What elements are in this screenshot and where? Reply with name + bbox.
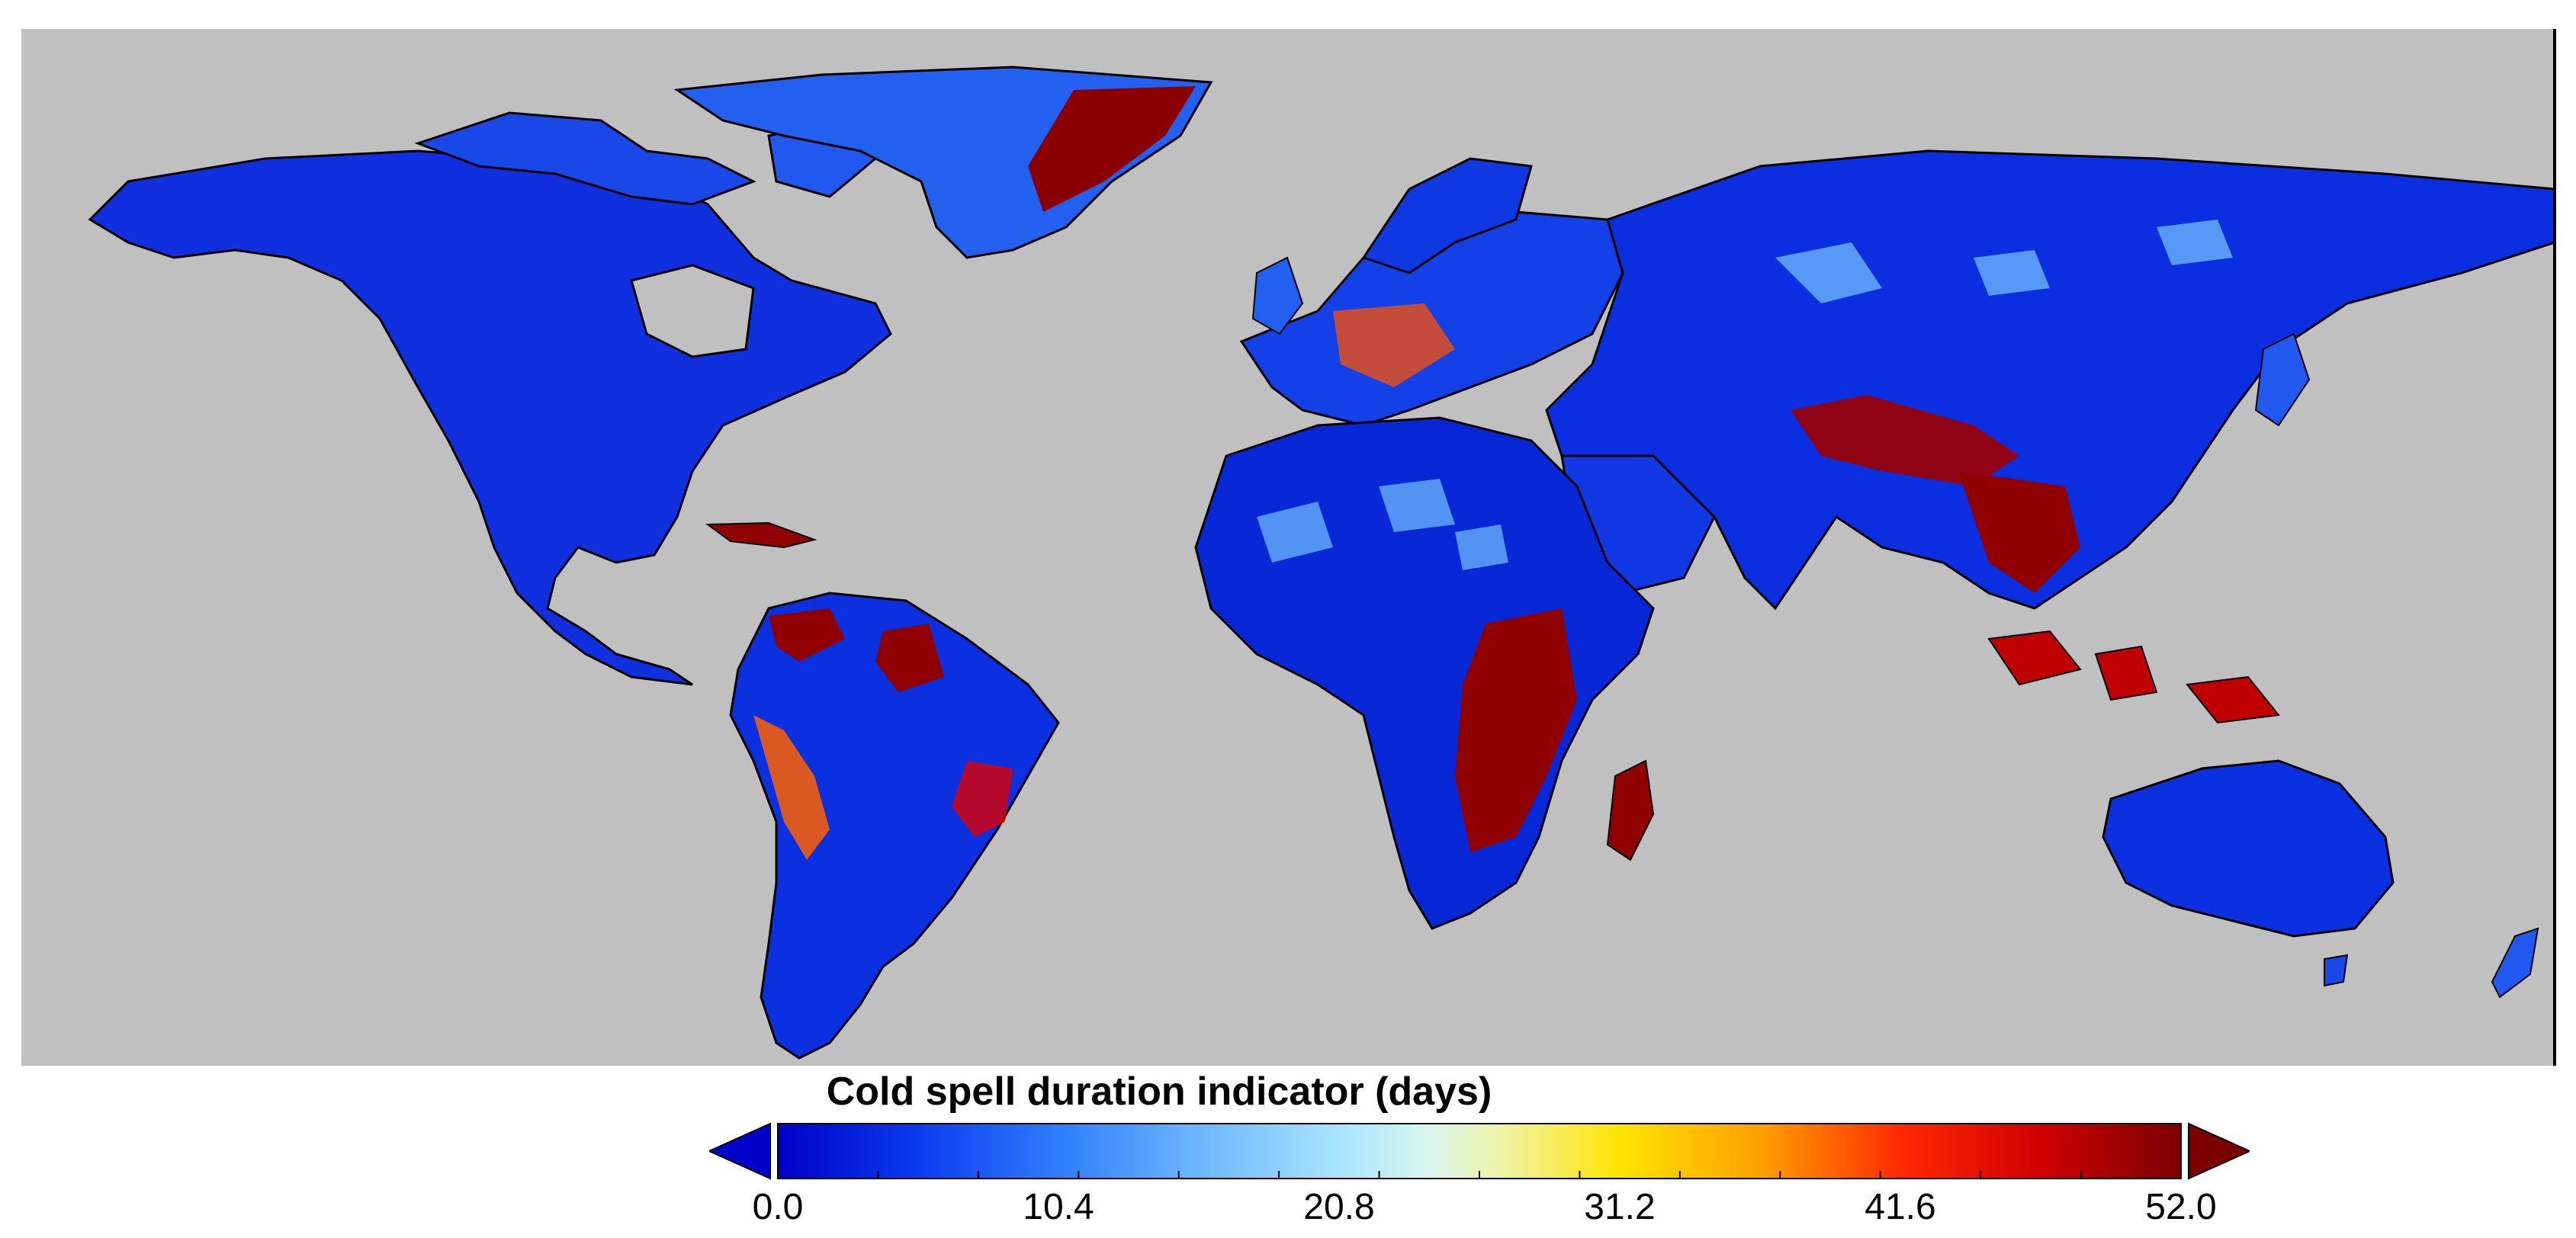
sa-amazon-high [769, 608, 944, 692]
colorbar-tick-label: 31.2 [1584, 1187, 1656, 1227]
landmass-new-zealand [2491, 927, 2539, 999]
landmass-tasmania [2324, 954, 2349, 987]
europe-hot-patch [1333, 303, 1455, 387]
landmass-uk [1251, 256, 1304, 335]
africa-east-hot [1455, 608, 1577, 852]
asia-se-hot [1958, 471, 2080, 593]
colorbar-over-arrow [2188, 1122, 2250, 1180]
colorbar-tick-label: 52.0 [2145, 1187, 2217, 1227]
sa-east-hot [952, 761, 1013, 837]
colorbar-svg [709, 1122, 2250, 1180]
landmass-madagascar [1606, 759, 1655, 861]
colorbar-tick-label: 0.0 [752, 1187, 804, 1227]
landmass-scandinavia [1361, 157, 1533, 274]
colorbar-gradient-bar [777, 1123, 2182, 1179]
greenland-east-high [1028, 86, 1196, 212]
landmass-australia [2102, 759, 2395, 938]
map-frame-edge [2553, 29, 2556, 1066]
asia-light-patches [1775, 220, 2233, 303]
landmass-japan [2254, 332, 2311, 427]
colorbar-under-arrow [709, 1122, 771, 1180]
water-hudson-bay [630, 264, 755, 358]
colorbar-title: Cold spell duration indicator (days) [826, 1070, 1492, 1114]
landmass-north-america [88, 149, 892, 686]
colorbar [709, 1121, 2250, 1182]
world-map [21, 29, 2555, 1066]
landmass-arctic-islands [414, 111, 756, 206]
asia-himalaya-band [1791, 395, 2019, 486]
landmass-indonesia [1987, 630, 2280, 724]
landmass-cuba [705, 521, 817, 549]
landmass-south-america [729, 592, 1060, 1060]
world-map-svg [88, 66, 2555, 1060]
colorbar-ticks [877, 1171, 2082, 1179]
colorbar-tick-label: 10.4 [1023, 1187, 1094, 1227]
africa-light-patches [1257, 479, 1508, 570]
sa-andes-band [753, 715, 830, 860]
colorbar-tick-label: 20.8 [1303, 1187, 1375, 1227]
colorbar-tick-label: 41.6 [1865, 1187, 1936, 1227]
